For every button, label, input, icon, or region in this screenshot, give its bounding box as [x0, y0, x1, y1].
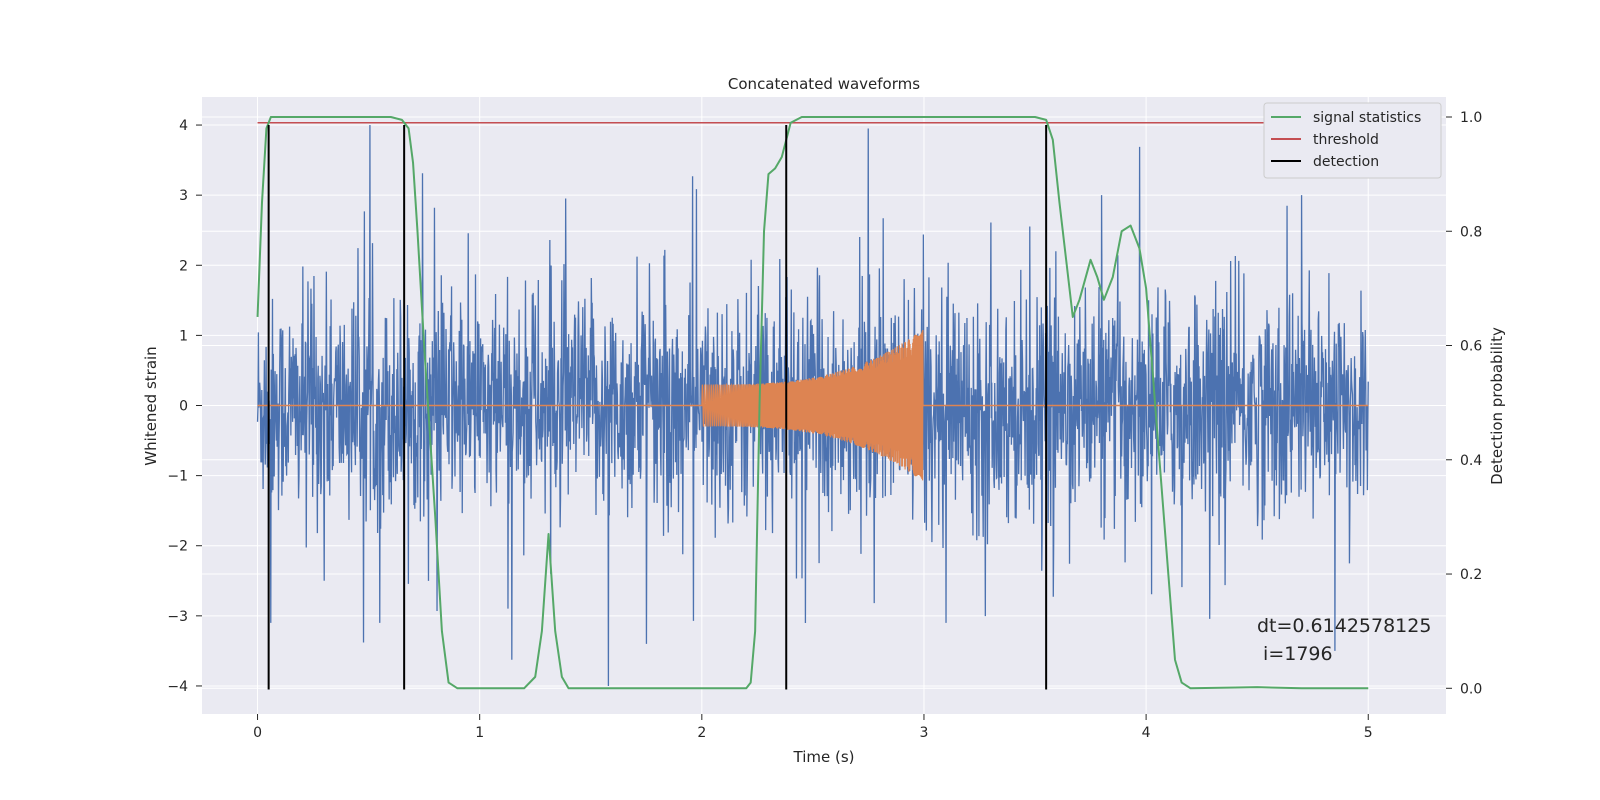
y-tick-label: −4 [167, 679, 188, 695]
legend-label-detection: detection [1313, 154, 1379, 170]
y-tick-label: −2 [167, 539, 188, 555]
x-tick-label: 3 [920, 725, 929, 741]
y2-tick-label: 0.4 [1460, 453, 1482, 469]
y-tick-label: −3 [167, 609, 188, 625]
x-tick-label: 4 [1142, 725, 1151, 741]
y-tick-label: 4 [179, 118, 188, 134]
template-chirp [701, 330, 924, 481]
template-series [257, 330, 1369, 481]
x-tick-label: 0 [253, 725, 262, 741]
y-tick-label: 1 [179, 328, 188, 344]
legend-box [1263, 102, 1442, 179]
x-tick-label: 5 [1364, 725, 1373, 741]
y-tick-label: 0 [179, 399, 188, 415]
signal-statistics-series [256, 116, 1369, 690]
y2-tick-label: 0.6 [1460, 339, 1482, 355]
y-tick-label: 3 [179, 188, 188, 204]
axes: 0 1 2 3 4 5 −4 −3 −2 −1 0 1 2 3 4 0.0 0.2 0.4 0.6 0.8 1.0 [167, 110, 1482, 741]
y2-axis-label: Detection probability [1488, 327, 1506, 485]
y2-tick-label: 0.8 [1460, 224, 1482, 240]
y-axis-label: Whitened strain [142, 346, 160, 465]
annotation-dt: dt=0.6142578125 [1257, 615, 1431, 637]
y-tick-label: −1 [167, 469, 188, 485]
legend-label-threshold: threshold [1313, 132, 1379, 148]
y2-tick-label: 1.0 [1460, 110, 1482, 126]
x-axis-label: Time (s) [793, 748, 855, 766]
y2-tick-label: 0.2 [1460, 567, 1482, 583]
detection-series [267, 125, 1048, 690]
signal-statistics-line [256, 116, 1369, 690]
legend-label-signal-statistics: signal statistics [1313, 110, 1421, 126]
chart-title: Concatenated waveforms [728, 75, 920, 93]
annotation-index: i=1796 [1257, 643, 1333, 665]
x-tick-label: 2 [697, 725, 706, 741]
y-tick-label: 2 [179, 258, 188, 274]
x-tick-label: 1 [475, 725, 484, 741]
legend: signal statistics threshold detection [1263, 102, 1442, 179]
y2-tick-label: 0.0 [1460, 681, 1482, 697]
